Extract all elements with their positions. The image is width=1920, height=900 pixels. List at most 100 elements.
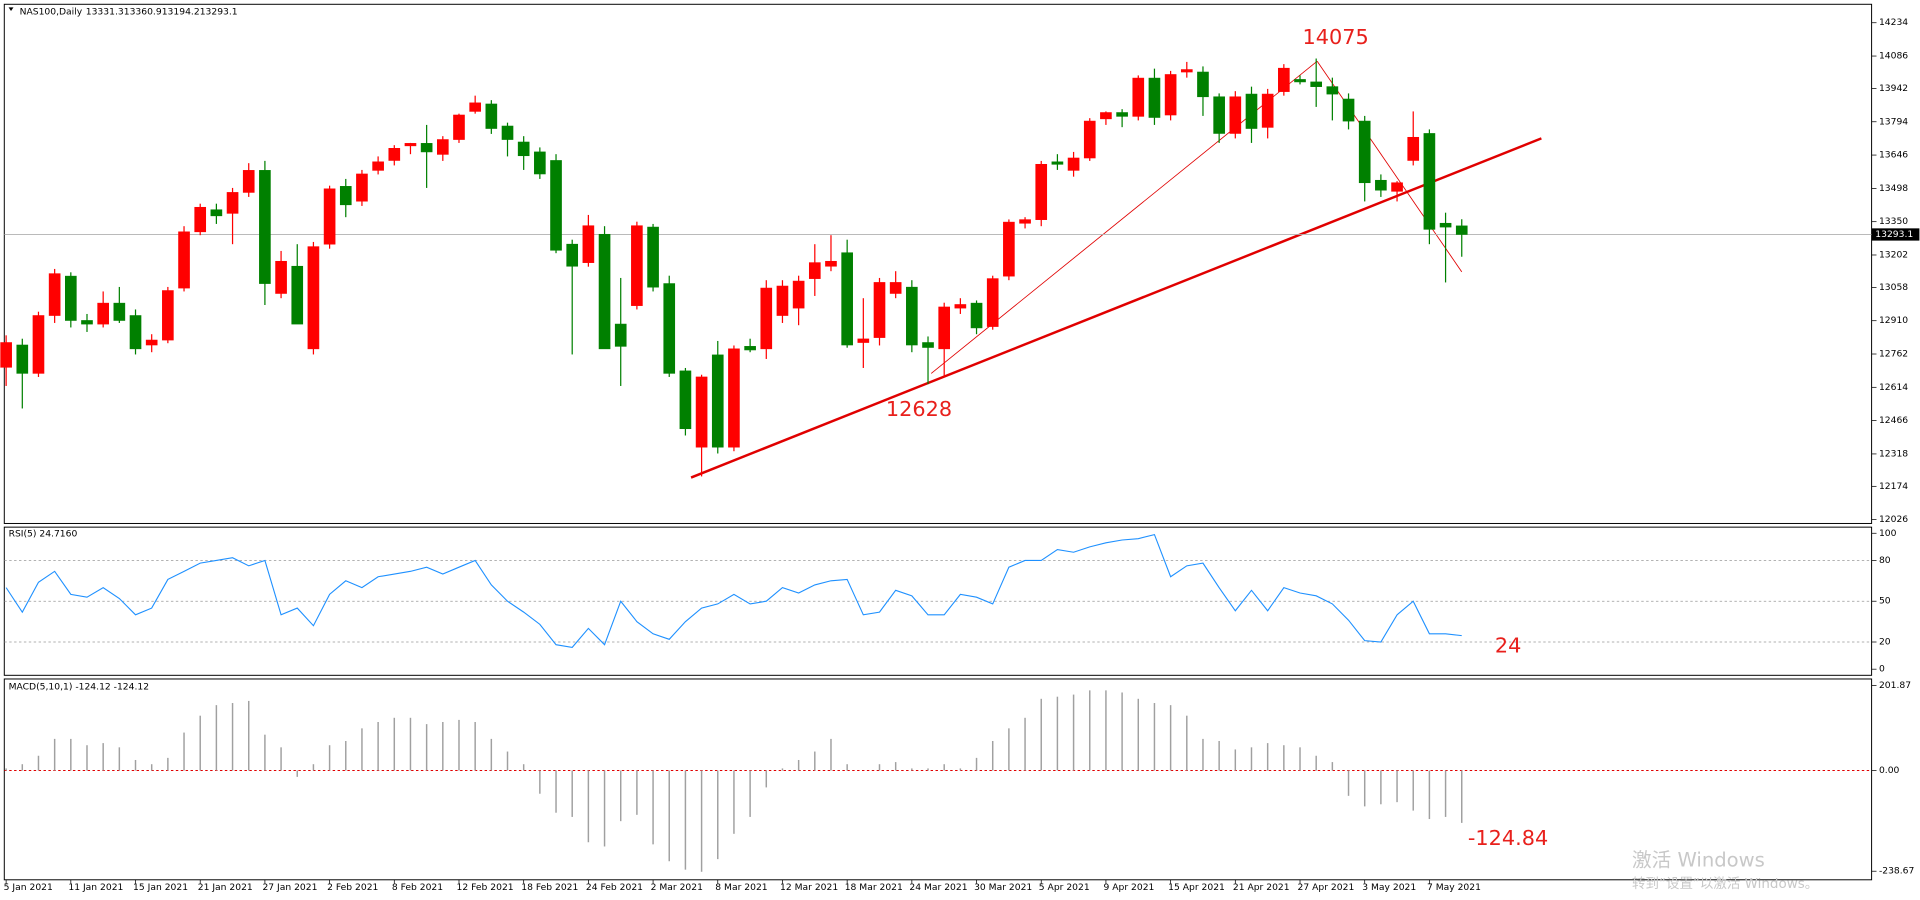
x-tick-label: 27 Jan 2021	[262, 882, 317, 893]
macd-title: MACD(5,10,1) -124.12 -124.12	[9, 681, 150, 692]
watermark: 激活 Windows	[1632, 848, 1765, 871]
candle-body	[1245, 93, 1258, 129]
x-tick-label: 21 Apr 2021	[1233, 882, 1290, 893]
y-tick-label: 13498	[1879, 183, 1908, 194]
candle-body	[614, 323, 627, 347]
x-tick-label: 7 May 2021	[1427, 882, 1481, 893]
candle-body	[356, 173, 368, 202]
y-tick-label: 12026	[1879, 514, 1908, 525]
candle-body	[162, 290, 174, 341]
candle-body	[825, 260, 837, 267]
candle-body	[81, 320, 93, 325]
candle-body	[728, 348, 740, 448]
candle-body	[1100, 112, 1112, 120]
y-tick-label: 13350	[1879, 216, 1908, 227]
y-tick-label: 13646	[1879, 150, 1908, 161]
candle-body	[1213, 96, 1225, 134]
candle-body	[16, 344, 29, 374]
y-tick-label: 50	[1879, 596, 1891, 607]
candle-body	[1164, 74, 1177, 116]
chart-title: NAS100,Daily	[20, 7, 83, 18]
x-tick-label: 8 Feb 2021	[392, 882, 443, 893]
candle-body	[550, 160, 562, 251]
candle-body	[436, 139, 449, 155]
annotation: 12628	[886, 397, 952, 421]
x-tick-label: 18 Feb 2021	[521, 882, 578, 893]
candle-body	[1358, 120, 1371, 184]
candle-body	[65, 275, 77, 321]
y-tick-label: 201.87	[1879, 680, 1911, 691]
candle-body	[48, 273, 61, 316]
candle-body	[906, 286, 918, 346]
candle-body	[566, 243, 579, 267]
y-tick-label: 14086	[1879, 51, 1908, 62]
candle-body	[1342, 98, 1355, 122]
price-panel	[3, 3, 1873, 524]
candle-body	[453, 114, 465, 140]
candle-body	[259, 170, 271, 284]
candle-body	[1116, 112, 1128, 117]
candle-body	[808, 262, 821, 279]
candle-body	[1455, 225, 1468, 235]
candle-body	[517, 141, 530, 157]
y-tick-label: 13202	[1879, 249, 1908, 260]
candle-body	[1180, 69, 1193, 73]
candle-body	[631, 225, 643, 306]
y-tick-label: 12614	[1879, 382, 1908, 393]
candle-body	[1391, 182, 1403, 192]
annotation: 14075	[1302, 25, 1368, 49]
candle-body	[372, 161, 384, 171]
candle-body	[210, 209, 223, 217]
candle-body	[792, 280, 805, 309]
candle-body	[1229, 96, 1242, 134]
x-tick-label: 15 Jan 2021	[133, 882, 188, 893]
x-tick-label: 5 Jan 2021	[4, 882, 53, 893]
y-tick-label: 12318	[1879, 448, 1908, 459]
candle-body	[1148, 77, 1161, 118]
candle-body	[938, 306, 951, 350]
candle-body	[534, 151, 546, 175]
y-tick-label: 12910	[1879, 315, 1908, 326]
y-tick-label: 12466	[1879, 415, 1908, 426]
candle-body	[291, 265, 304, 325]
candle-body	[1310, 81, 1323, 87]
menu-triangle[interactable]	[8, 7, 14, 12]
ohlc-high: 13360.9	[124, 7, 162, 18]
y-tick-label: 100	[1879, 528, 1897, 539]
candle-body	[986, 278, 999, 327]
candle-body	[1278, 67, 1290, 92]
rsi-title: RSI(5) 24.7160	[9, 528, 78, 539]
y-tick-label: 12762	[1879, 349, 1908, 360]
annotation: -124.84	[1468, 826, 1548, 850]
candle-body	[113, 302, 126, 321]
trendline-thin	[1316, 60, 1463, 273]
candle-body	[420, 143, 433, 153]
candle-body	[744, 346, 756, 351]
candle-body	[242, 170, 255, 193]
x-tick-label: 18 Mar 2021	[845, 882, 903, 893]
candle-body	[1051, 161, 1064, 165]
candle-body	[841, 252, 853, 346]
ohlc-low: 13194.2	[162, 7, 200, 18]
x-tick-label: 21 Jan 2021	[198, 882, 253, 893]
candle-body	[404, 143, 417, 147]
x-tick-label: 30 Mar 2021	[974, 882, 1032, 893]
y-tick-label: 20	[1879, 637, 1891, 648]
y-tick-label: 80	[1879, 555, 1891, 566]
y-tick-label: 0	[1879, 664, 1885, 675]
candle-body	[1326, 86, 1339, 95]
candle-body	[97, 302, 109, 325]
candle-body	[129, 315, 142, 350]
trendline	[690, 137, 1542, 479]
candle-body	[388, 148, 401, 161]
candle-body	[970, 302, 983, 329]
candle-body	[145, 339, 158, 346]
current-price-box	[1871, 228, 1920, 241]
y-tick-label: 0.00	[1879, 765, 1900, 776]
macd-panel	[3, 678, 1873, 881]
y-tick-label: -238.67	[1879, 866, 1915, 877]
x-tick-label: 2 Mar 2021	[651, 882, 703, 893]
